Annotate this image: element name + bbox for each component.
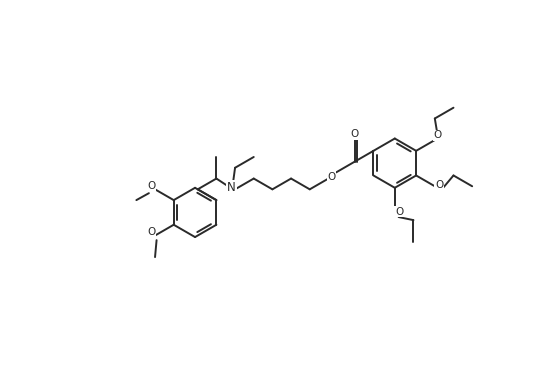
Text: O: O bbox=[147, 181, 155, 191]
Text: O: O bbox=[351, 129, 359, 139]
Text: O: O bbox=[434, 130, 442, 141]
Text: O: O bbox=[147, 227, 155, 238]
Text: O: O bbox=[395, 207, 404, 217]
Text: N: N bbox=[227, 181, 236, 193]
Text: O: O bbox=[435, 180, 444, 190]
Text: O: O bbox=[328, 172, 335, 182]
